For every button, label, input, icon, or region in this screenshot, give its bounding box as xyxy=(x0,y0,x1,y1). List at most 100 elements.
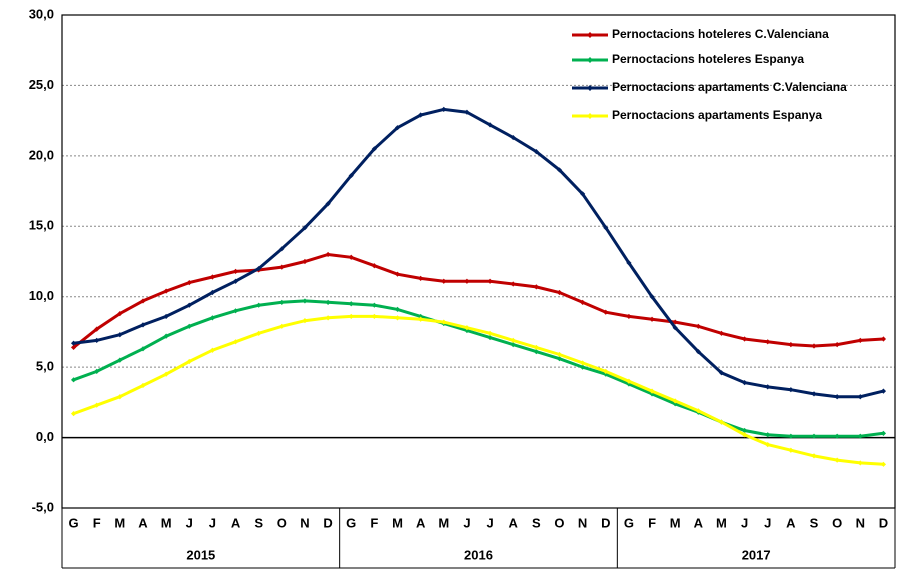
point-marker xyxy=(487,278,493,284)
point-marker xyxy=(394,306,401,312)
point-marker xyxy=(788,387,794,393)
x-tick-label: G xyxy=(69,515,79,530)
point-marker xyxy=(788,433,794,439)
point-marker xyxy=(325,201,331,207)
point-marker xyxy=(695,349,701,355)
point-marker xyxy=(279,323,285,329)
point-marker xyxy=(348,313,354,320)
legend-label: Pernoctacions hoteleres Espanya xyxy=(612,52,804,66)
point-marker xyxy=(348,301,354,307)
x-tick-label: A xyxy=(138,515,148,530)
point-marker xyxy=(94,402,100,408)
point-marker xyxy=(70,344,77,351)
point-marker xyxy=(209,315,216,321)
point-marker xyxy=(765,432,771,438)
point-marker xyxy=(580,364,586,370)
point-marker xyxy=(788,342,794,348)
x-tick-label: N xyxy=(856,515,865,530)
point-marker xyxy=(510,337,516,343)
x-tick-label: F xyxy=(370,515,378,530)
point-marker xyxy=(603,225,609,231)
point-marker xyxy=(394,125,401,131)
point-marker xyxy=(186,323,192,329)
point-marker xyxy=(117,357,123,363)
x-tick-label: M xyxy=(438,515,449,530)
point-marker xyxy=(325,299,331,305)
point-marker xyxy=(441,106,447,112)
plot-frame xyxy=(61,14,896,509)
point-marker xyxy=(256,302,262,308)
x-tick-label: F xyxy=(93,515,101,530)
point-marker xyxy=(163,288,169,294)
point-marker xyxy=(371,146,377,152)
point-marker xyxy=(857,433,863,439)
y-tick-label: 10,0 xyxy=(29,288,54,303)
point-marker xyxy=(741,427,748,434)
point-marker xyxy=(302,318,308,324)
point-marker xyxy=(649,316,655,322)
point-marker xyxy=(649,388,655,394)
x-tick-label: S xyxy=(254,515,263,530)
x-tick-label: N xyxy=(300,515,309,530)
x-tick-label: J xyxy=(209,515,216,530)
point-marker xyxy=(580,360,586,366)
point-marker xyxy=(834,394,840,400)
point-marker xyxy=(880,461,887,467)
point-marker xyxy=(695,323,701,329)
point-marker xyxy=(765,339,771,345)
y-tick-label: 5,0 xyxy=(36,359,54,374)
point-marker xyxy=(70,377,77,383)
point-marker xyxy=(418,112,424,118)
y-tick-label: 0,0 xyxy=(36,429,54,444)
point-marker xyxy=(186,280,192,286)
x-tick-label: A xyxy=(509,515,519,530)
point-marker xyxy=(765,384,771,390)
point-marker xyxy=(279,264,285,270)
x-tick-label: A xyxy=(694,515,704,530)
year-label: 2016 xyxy=(464,547,493,562)
x-tick-label: A xyxy=(231,515,241,530)
point-marker xyxy=(186,358,192,365)
point-marker xyxy=(603,368,609,374)
y-tick-label: 25,0 xyxy=(29,77,54,92)
point-marker xyxy=(834,342,840,348)
legend-label: Pernoctacions apartaments C.Valenciana xyxy=(612,80,847,94)
point-marker xyxy=(140,346,146,352)
x-tick-label: M xyxy=(670,515,681,530)
point-marker xyxy=(441,319,447,325)
point-marker xyxy=(788,447,794,453)
point-marker xyxy=(302,298,308,304)
x-tick-label: J xyxy=(741,515,748,530)
x-tick-label: G xyxy=(624,515,634,530)
series-line xyxy=(73,299,884,438)
point-marker xyxy=(510,134,516,141)
point-marker xyxy=(140,322,146,328)
point-marker xyxy=(741,380,748,386)
point-marker xyxy=(672,325,678,331)
point-marker xyxy=(371,302,377,308)
x-tick-label: N xyxy=(578,515,587,530)
point-marker xyxy=(741,432,748,438)
point-marker xyxy=(880,430,887,436)
point-marker xyxy=(533,149,539,155)
point-marker xyxy=(556,356,563,362)
point-marker xyxy=(209,289,216,296)
point-marker xyxy=(348,172,354,179)
point-marker xyxy=(325,251,331,258)
x-tick-label: M xyxy=(392,515,403,530)
point-marker xyxy=(464,278,470,284)
x-tick-label: J xyxy=(486,515,493,530)
x-tick-label: O xyxy=(277,515,287,530)
x-tick-label: D xyxy=(601,515,610,530)
point-marker xyxy=(163,333,169,339)
point-marker xyxy=(232,268,239,274)
point-marker xyxy=(533,344,539,351)
point-marker xyxy=(163,313,169,320)
point-marker xyxy=(209,347,216,353)
point-marker xyxy=(580,299,586,305)
x-tick-label: D xyxy=(879,515,888,530)
point-marker xyxy=(556,351,563,358)
x-tick-label: S xyxy=(810,515,819,530)
point-marker xyxy=(117,332,123,338)
